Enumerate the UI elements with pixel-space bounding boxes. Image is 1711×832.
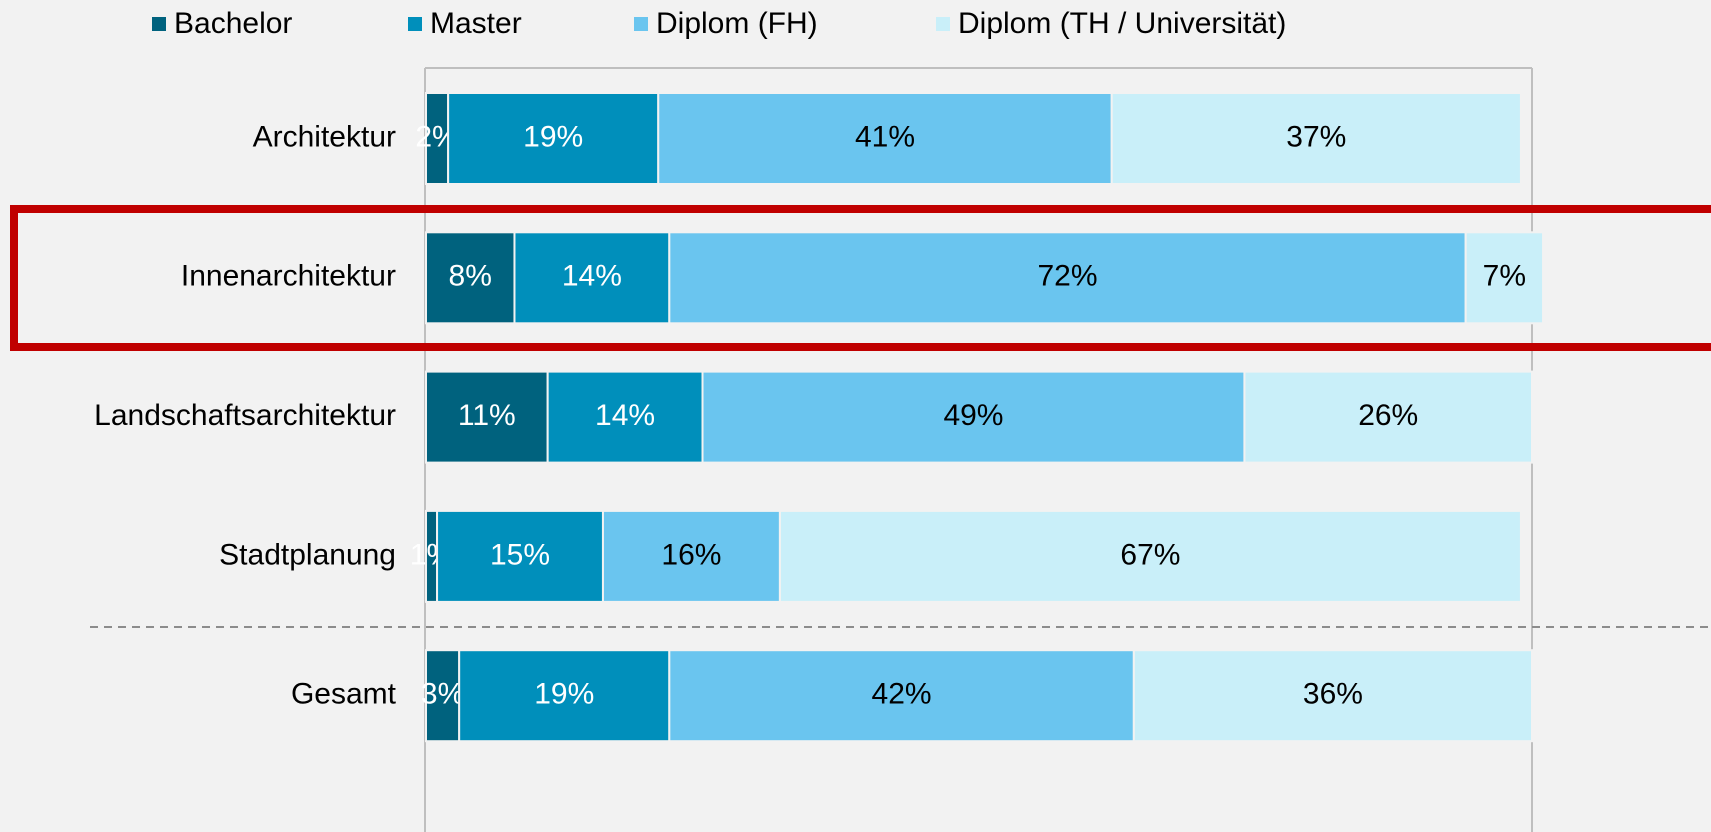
data-label: 41% (855, 120, 915, 153)
bar-segment (447, 92, 660, 185)
bars: 2% 19% 41% 37%8% 14% 72% 7%11% 14% 49% 26%1% 15% 16… (410, 92, 1545, 743)
data-label: 42% (872, 678, 932, 711)
category-label: Landschaftsarchitektur (94, 399, 396, 432)
legend-swatch (634, 17, 648, 31)
data-label: 7% (1483, 260, 1526, 293)
data-label: 26% (1358, 399, 1418, 432)
bar-segment (657, 92, 1113, 185)
data-label: 19% (534, 678, 594, 711)
data-label: 14% (595, 399, 655, 432)
legend-label: Diplom (FH) (656, 7, 818, 40)
highlight-box (10, 205, 1711, 351)
bar-segment (1243, 370, 1533, 464)
bar-segment (436, 509, 604, 603)
legend-label: Diplom (TH / Universität) (958, 7, 1286, 40)
data-label: 11% (458, 399, 516, 432)
legend-swatch (152, 17, 166, 31)
data-label: 19% (523, 120, 583, 153)
bar-segment (425, 231, 516, 325)
data-label: 15% (490, 538, 550, 571)
bar-segment (1110, 92, 1522, 185)
data-label: 49% (943, 399, 1003, 432)
category-label: Stadtplanung (219, 538, 396, 571)
category-label: Gesamt (291, 678, 397, 711)
data-label: 36% (1303, 678, 1363, 711)
bar-segment (546, 370, 704, 464)
category-label: Architektur (253, 120, 396, 153)
bar-segment (1464, 231, 1545, 325)
data-label: 37% (1286, 120, 1346, 153)
legend-label: Bachelor (174, 7, 292, 40)
bar-segment (701, 370, 1246, 464)
data-label: 8% (449, 260, 492, 293)
bar-segment (601, 509, 781, 603)
legend-swatch (408, 17, 422, 31)
bar-segment (668, 231, 1467, 325)
data-label: 16% (661, 538, 721, 571)
bar-segment (425, 370, 549, 464)
bar-segment (458, 649, 671, 743)
category-label: Innenarchitektur (181, 260, 396, 293)
data-label: 3% (421, 678, 464, 711)
bar-segment (668, 649, 1135, 743)
bar-segment (778, 509, 1522, 603)
data-label: 14% (562, 260, 622, 293)
bar-segment (1132, 649, 1533, 743)
legend-swatch (936, 17, 950, 31)
data-label: 67% (1120, 538, 1180, 571)
bar-segment (513, 231, 671, 325)
data-label: 72% (1037, 260, 1097, 293)
legend-label: Master (430, 7, 522, 40)
